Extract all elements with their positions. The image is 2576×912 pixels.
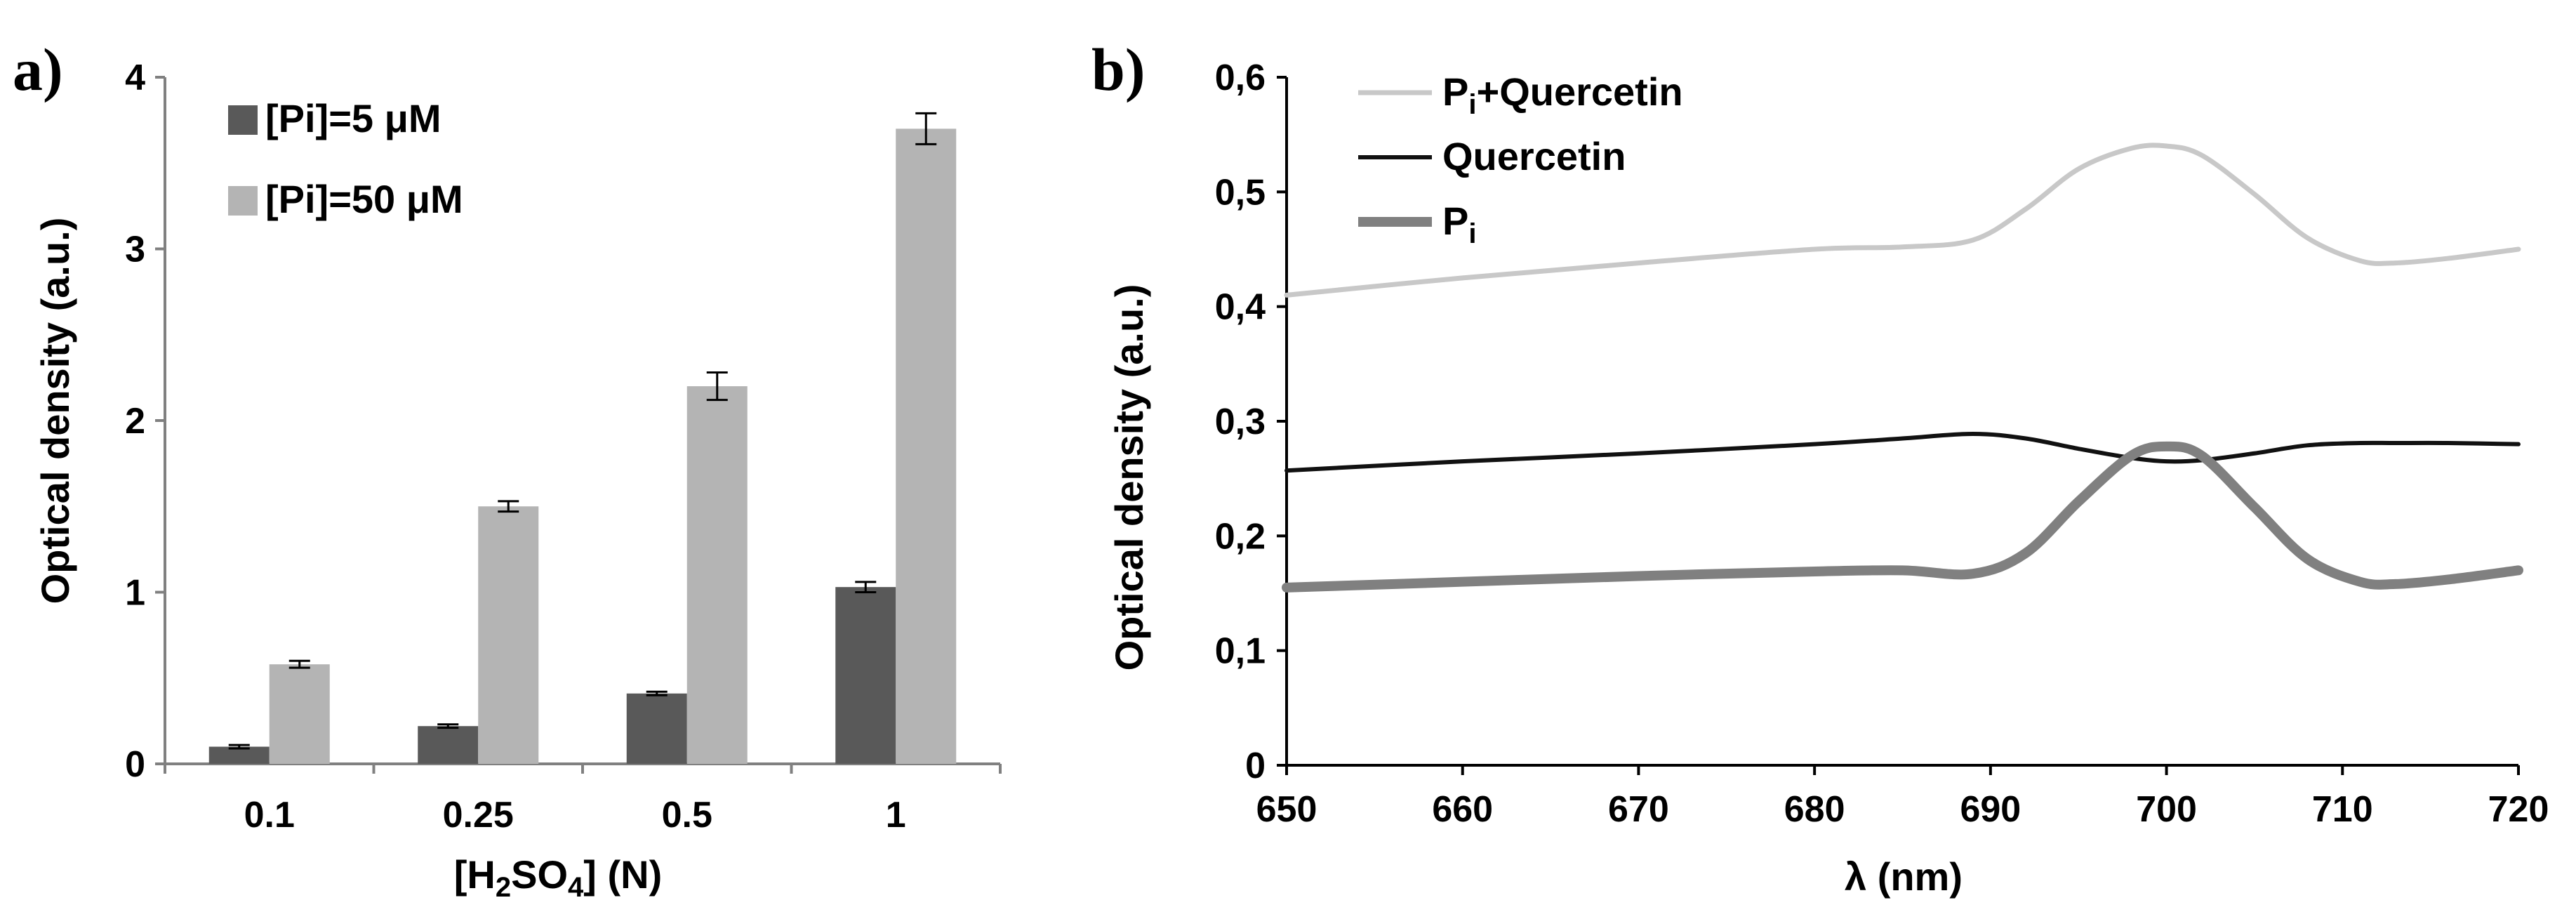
legend-label: Quercetin	[1442, 134, 1626, 178]
bar	[835, 587, 896, 764]
y-tick-label: 0	[125, 744, 145, 785]
legend-label-main: Quercetin	[1442, 134, 1626, 178]
y-tick-label: 1	[125, 573, 145, 614]
panel-a-x-axis-title: [H2SO4] (N)	[454, 852, 662, 903]
x-title-sub-2: 4	[568, 872, 584, 903]
x-title-part-3: ] (N)	[583, 852, 662, 897]
series-line	[1284, 143, 2521, 298]
bar	[896, 128, 957, 765]
y-tick-label: 0	[1245, 746, 1266, 786]
legend-label-rest: +Quercetin	[1476, 70, 1682, 114]
legend-label-subscript: i	[1468, 89, 1476, 120]
x-tick-label: 670	[1608, 789, 1669, 830]
x-tick-label: 680	[1784, 789, 1845, 830]
bar	[478, 506, 539, 764]
panel-b-lines	[1282, 143, 2523, 593]
panel-b-axes: 0 0,1 0,2 0,3 0,4 0,5 0,6 650 660 670 680 690 700 710…	[1215, 58, 2549, 830]
x-tick-label: 0.25	[443, 795, 514, 835]
legend-label-subscript: i	[1468, 218, 1476, 249]
bar	[208, 746, 270, 764]
panel-a-bar-chart: a) Optical density (a.u.) [H2SO4] (N) 01…	[13, 36, 1002, 903]
x-tick-label: 720	[2488, 789, 2549, 830]
bar	[418, 726, 479, 764]
panel-a-legend: [Pi]=5 μM [Pi]=50 μM	[228, 96, 463, 221]
x-tick-label: 660	[1432, 789, 1493, 830]
x-tick-label: 690	[1960, 789, 2021, 830]
y-tick-label: 2	[125, 401, 145, 442]
legend-label: Pi	[1442, 199, 1476, 249]
x-title-part-2: SO	[511, 852, 568, 897]
x-tick-label: 650	[1256, 789, 1317, 830]
x-title-sub-1: 2	[496, 872, 511, 903]
y-tick-label: 0,6	[1215, 58, 1266, 98]
bar	[269, 664, 330, 764]
panel-a-label: a)	[13, 36, 63, 103]
panel-b-line-chart: b) Optical density (a.u.) λ (nm) 0 0,1 0,2…	[1091, 36, 2549, 899]
legend-label-main: P	[1442, 199, 1468, 243]
y-tick-label: 4	[125, 58, 145, 98]
x-tick-label: 700	[2136, 789, 2197, 830]
y-tick-label: 0,3	[1215, 402, 1266, 442]
y-tick-label: 0,5	[1215, 172, 1266, 213]
panel-a-y-axis-title: Optical density (a.u.)	[33, 218, 77, 604]
panel-a-axes: 0 1 2 3 4 0.1 0.25 0.5 1	[125, 58, 1002, 835]
panel-b-label: b)	[1091, 36, 1145, 103]
x-tick-label: 1	[886, 795, 906, 835]
y-tick-label: 0,1	[1215, 631, 1266, 672]
legend-label: [Pi]=5 μM	[265, 96, 441, 140]
bar	[626, 693, 687, 764]
series-line	[1282, 441, 2523, 593]
x-title-part-1: [H	[454, 852, 496, 897]
panel-b-y-axis-title: Optical density (a.u.)	[1107, 284, 1151, 671]
series-line	[1284, 431, 2521, 473]
bar	[686, 386, 748, 764]
legend-label: Pi+Quercetin	[1442, 70, 1683, 120]
y-tick-label: 0,4	[1215, 287, 1266, 328]
y-tick-label: 3	[125, 230, 145, 270]
y-tick-label: 0,2	[1215, 516, 1266, 557]
legend-swatch	[228, 186, 258, 216]
panel-b-x-axis-title: λ (nm)	[1845, 854, 1963, 899]
x-tick-label: 0.5	[662, 795, 712, 835]
x-tick-label: 710	[2312, 789, 2373, 830]
legend-label-main: P	[1442, 70, 1468, 114]
x-tick-label: 0.1	[244, 795, 295, 835]
legend-swatch	[228, 105, 258, 135]
panel-a-bars	[208, 112, 957, 765]
legend-label: [Pi]=50 μM	[265, 177, 463, 221]
